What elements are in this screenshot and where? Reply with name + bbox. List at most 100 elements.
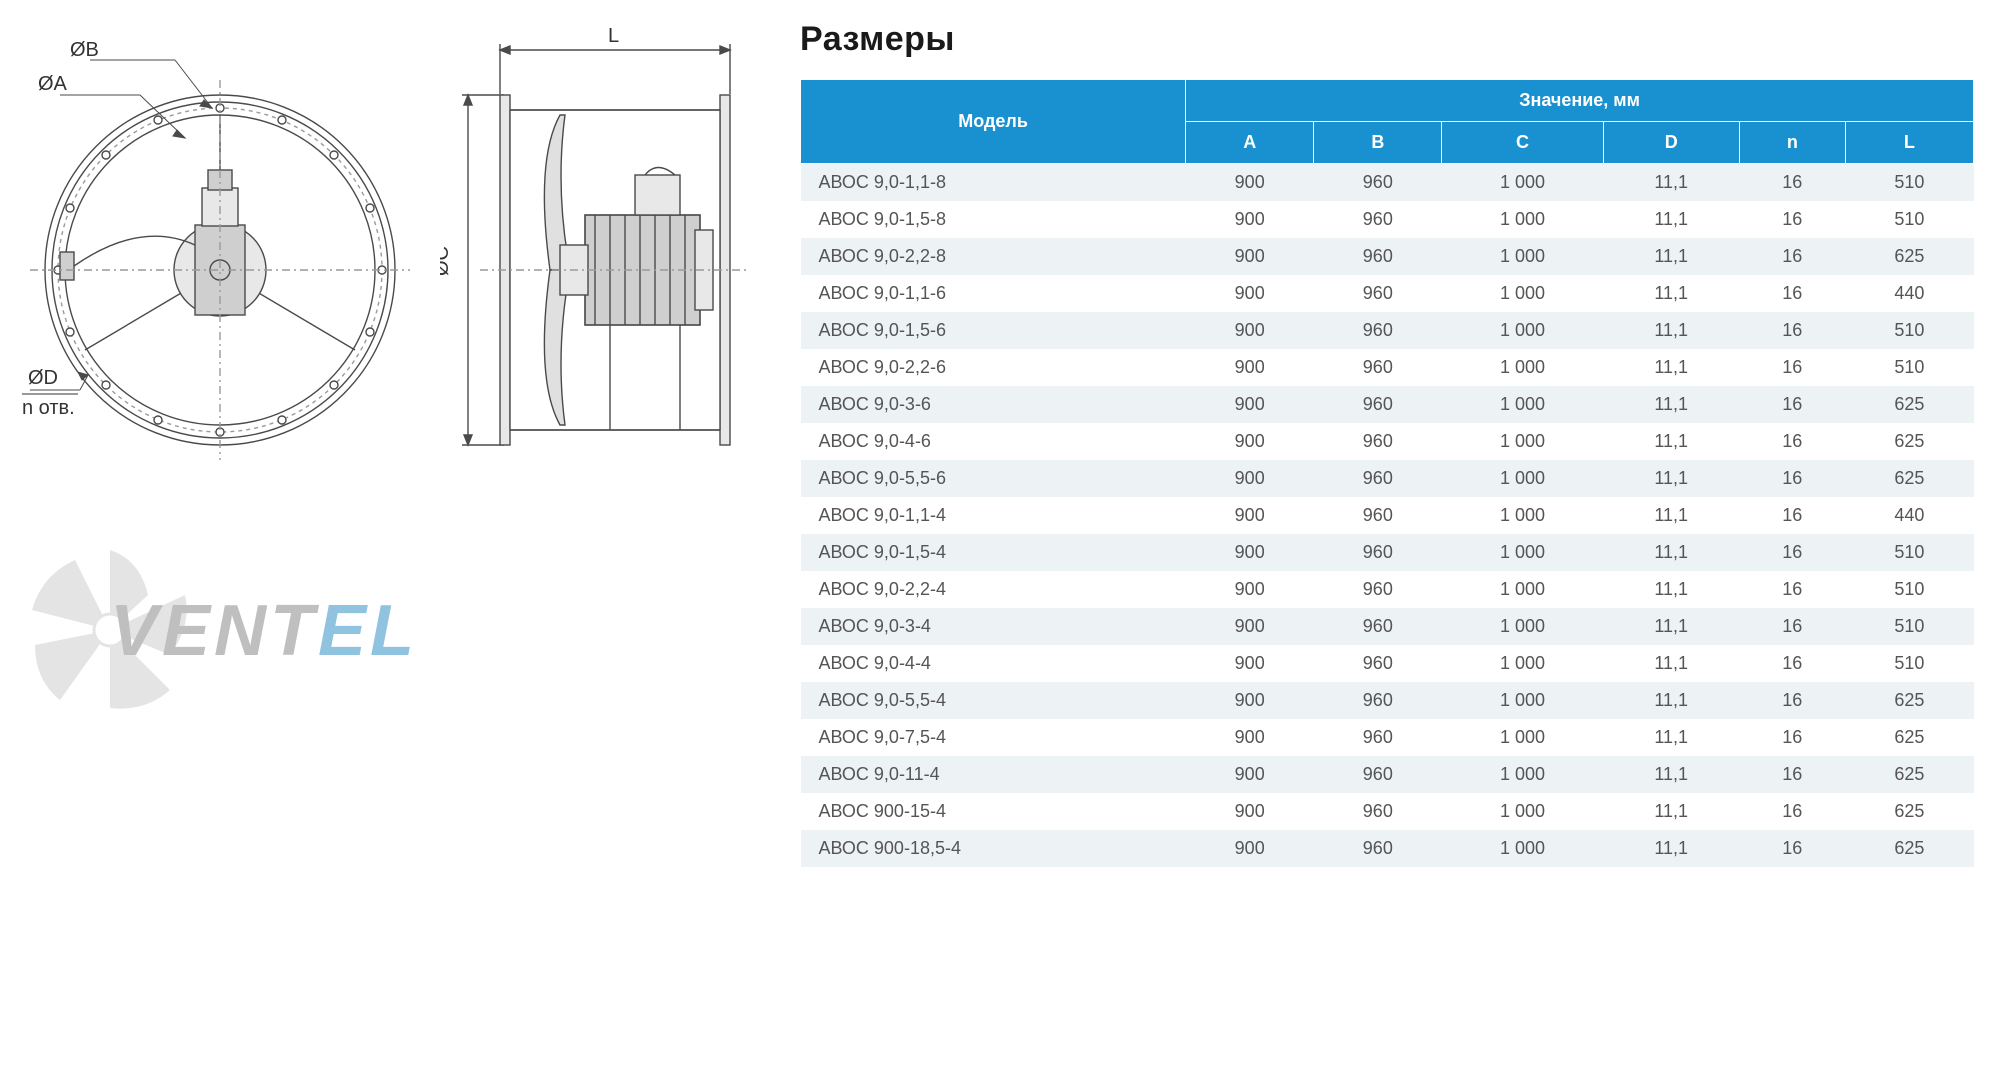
cell-value: 11,1 — [1603, 571, 1739, 608]
cell-model: АВОС 9,0-4-4 — [801, 645, 1186, 682]
technical-drawing: ØB ØA ØD n отв. — [20, 20, 760, 460]
cell-value: 900 — [1186, 645, 1314, 682]
cell-value: 16 — [1739, 275, 1845, 312]
cell-value: 960 — [1314, 312, 1442, 349]
cell-value: 510 — [1845, 608, 1973, 645]
cell-model: АВОС 9,0-1,5-8 — [801, 201, 1186, 238]
col-b: B — [1314, 122, 1442, 164]
cell-model: АВОС 9,0-1,5-6 — [801, 312, 1186, 349]
cell-value: 625 — [1845, 830, 1973, 867]
cell-value: 1 000 — [1442, 164, 1603, 202]
table-row: АВОС 9,0-1,1-49009601 00011,116440 — [801, 497, 1974, 534]
cell-model: АВОС 9,0-1,1-6 — [801, 275, 1186, 312]
cell-value: 1 000 — [1442, 423, 1603, 460]
label-l: L — [608, 25, 619, 47]
table-row: АВОС 9,0-3-49009601 00011,116510 — [801, 608, 1974, 645]
cell-value: 900 — [1186, 719, 1314, 756]
cell-value: 960 — [1314, 238, 1442, 275]
cell-value: 11,1 — [1603, 719, 1739, 756]
cell-value: 900 — [1186, 571, 1314, 608]
cell-value: 11,1 — [1603, 238, 1739, 275]
cell-value: 960 — [1314, 275, 1442, 312]
cell-value: 900 — [1186, 608, 1314, 645]
cell-value: 900 — [1186, 793, 1314, 830]
cell-value: 900 — [1186, 164, 1314, 202]
cell-value: 960 — [1314, 386, 1442, 423]
table-row: АВОС 9,0-7,5-49009601 00011,116625 — [801, 719, 1974, 756]
cell-value: 11,1 — [1603, 460, 1739, 497]
table-row: АВОС 9,0-2,2-89009601 00011,116625 — [801, 238, 1974, 275]
cell-value: 900 — [1186, 386, 1314, 423]
cell-model: АВОС 9,0-2,2-4 — [801, 571, 1186, 608]
cell-value: 11,1 — [1603, 497, 1739, 534]
cell-value: 510 — [1845, 349, 1973, 386]
cell-value: 510 — [1845, 312, 1973, 349]
cell-value: 16 — [1739, 164, 1845, 202]
cell-value: 1 000 — [1442, 571, 1603, 608]
cell-value: 900 — [1186, 682, 1314, 719]
side-view-diagram: L ØC — [440, 20, 760, 460]
cell-value: 16 — [1739, 497, 1845, 534]
cell-value: 960 — [1314, 201, 1442, 238]
cell-value: 16 — [1739, 793, 1845, 830]
cell-value: 11,1 — [1603, 830, 1739, 867]
cell-value: 440 — [1845, 497, 1973, 534]
cell-value: 11,1 — [1603, 793, 1739, 830]
cell-value: 16 — [1739, 645, 1845, 682]
cell-value: 1 000 — [1442, 682, 1603, 719]
cell-model: АВОС 900-18,5-4 — [801, 830, 1186, 867]
cell-value: 11,1 — [1603, 645, 1739, 682]
cell-value: 1 000 — [1442, 275, 1603, 312]
cell-value: 960 — [1314, 756, 1442, 793]
cell-value: 960 — [1314, 497, 1442, 534]
col-value-group: Значение, мм — [1186, 80, 1974, 122]
cell-value: 1 000 — [1442, 756, 1603, 793]
cell-value: 16 — [1739, 830, 1845, 867]
cell-value: 1 000 — [1442, 793, 1603, 830]
cell-model: АВОС 9,0-1,1-4 — [801, 497, 1186, 534]
cell-value: 960 — [1314, 164, 1442, 202]
col-l: L — [1845, 122, 1973, 164]
table-row: АВОС 9,0-1,1-69009601 00011,116440 — [801, 275, 1974, 312]
table-row: АВОС 9,0-11-49009601 00011,116625 — [801, 756, 1974, 793]
cell-model: АВОС 9,0-4-6 — [801, 423, 1186, 460]
table-row: АВОС 9,0-1,5-49009601 00011,116510 — [801, 534, 1974, 571]
cell-value: 16 — [1739, 460, 1845, 497]
cell-value: 1 000 — [1442, 608, 1603, 645]
cell-value: 16 — [1739, 349, 1845, 386]
cell-value: 1 000 — [1442, 201, 1603, 238]
cell-model: АВОС 9,0-5,5-4 — [801, 682, 1186, 719]
cell-value: 960 — [1314, 830, 1442, 867]
watermark-logo: VENTEL — [20, 540, 520, 720]
table-row: АВОС 900-15-49009601 00011,116625 — [801, 793, 1974, 830]
cell-value: 960 — [1314, 571, 1442, 608]
cell-model: АВОС 9,0-1,1-8 — [801, 164, 1186, 202]
cell-value: 11,1 — [1603, 312, 1739, 349]
cell-value: 1 000 — [1442, 645, 1603, 682]
cell-value: 11,1 — [1603, 386, 1739, 423]
col-c: C — [1442, 122, 1603, 164]
cell-value: 1 000 — [1442, 312, 1603, 349]
cell-value: 16 — [1739, 312, 1845, 349]
cell-model: АВОС 9,0-2,2-8 — [801, 238, 1186, 275]
cell-value: 900 — [1186, 497, 1314, 534]
cell-value: 1 000 — [1442, 497, 1603, 534]
cell-value: 1 000 — [1442, 238, 1603, 275]
cell-model: АВОС 900-15-4 — [801, 793, 1186, 830]
cell-value: 900 — [1186, 830, 1314, 867]
col-model: Модель — [801, 80, 1186, 164]
cell-model: АВОС 9,0-11-4 — [801, 756, 1186, 793]
cell-model: АВОС 9,0-2,2-6 — [801, 349, 1186, 386]
table-row: АВОС 9,0-2,2-49009601 00011,116510 — [801, 571, 1974, 608]
table-row: АВОС 9,0-4-69009601 00011,116625 — [801, 423, 1974, 460]
cell-value: 900 — [1186, 423, 1314, 460]
table-row: АВОС 9,0-2,2-69009601 00011,116510 — [801, 349, 1974, 386]
cell-model: АВОС 9,0-3-6 — [801, 386, 1186, 423]
cell-value: 16 — [1739, 423, 1845, 460]
cell-value: 960 — [1314, 645, 1442, 682]
cell-value: 625 — [1845, 238, 1973, 275]
cell-value: 11,1 — [1603, 682, 1739, 719]
table-row: АВОС 9,0-1,5-89009601 00011,116510 — [801, 201, 1974, 238]
cell-value: 16 — [1739, 238, 1845, 275]
cell-value: 11,1 — [1603, 275, 1739, 312]
